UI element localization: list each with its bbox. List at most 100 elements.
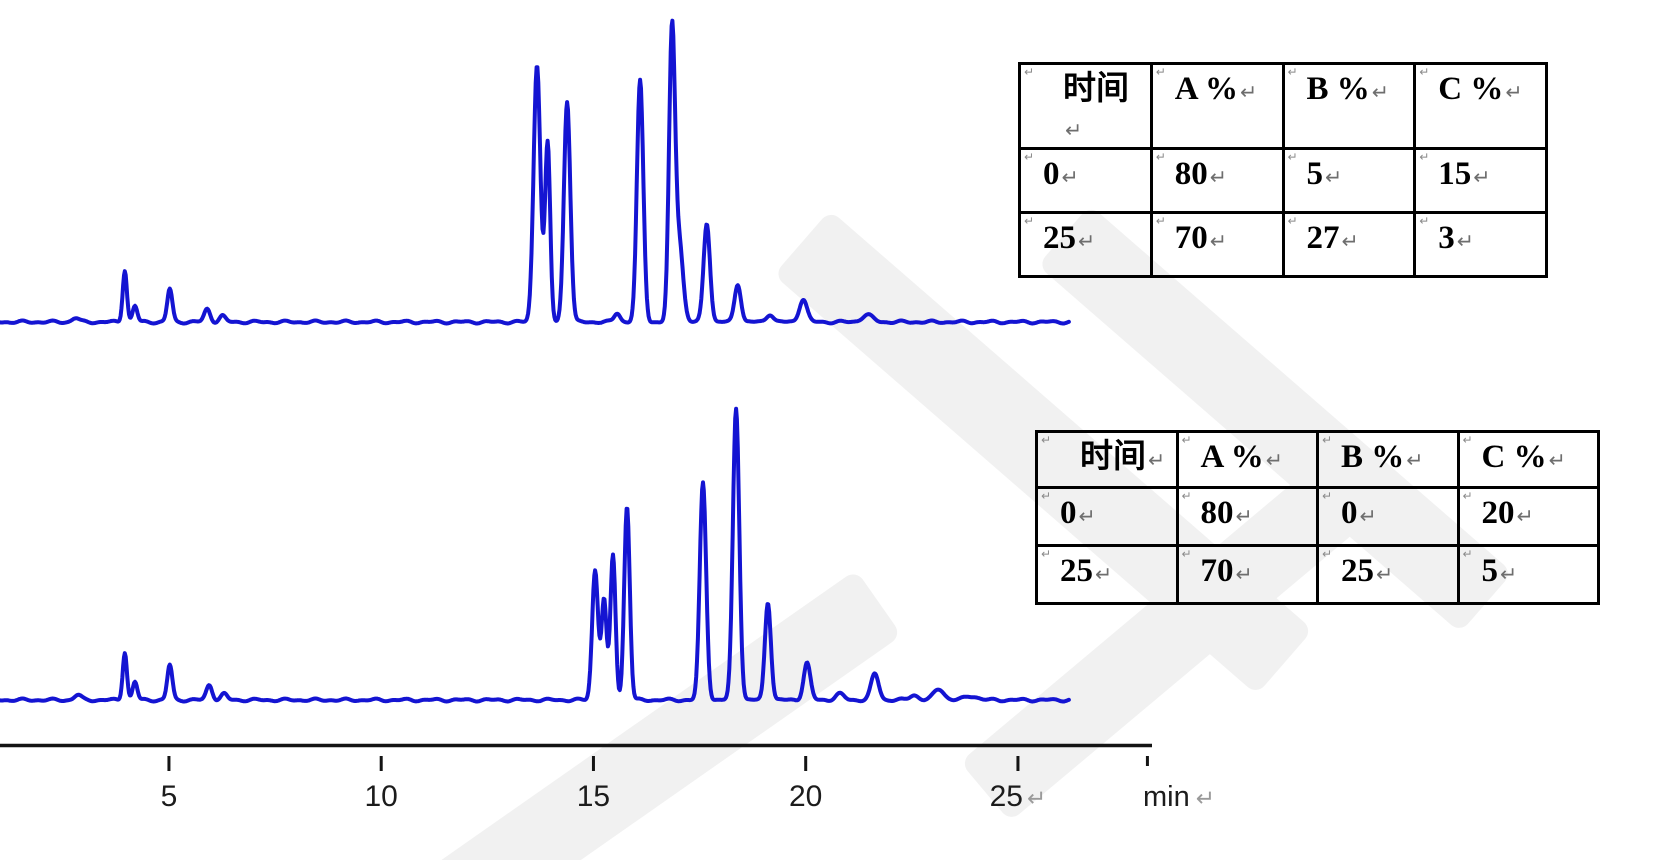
table-header-cell: ↵ 时间 ↵ — [1018, 62, 1153, 150]
return-mark: ↵ — [1078, 504, 1096, 528]
x-axis-tick-label: 25 ↵ — [990, 780, 1047, 813]
table-header-cell: ↵ A %↵ — [1175, 430, 1319, 489]
x-axis-unit-text: min — [1143, 781, 1190, 813]
table-cell: ↵ 5↵ — [1456, 544, 1600, 605]
return-mark: ↵ — [1078, 228, 1096, 253]
gradient-table-bottom: ↵ 时间↵ ↵ A %↵ ↵ B %↵ ↵ C %↵ ↵ 0↵ ↵ 80↵ ↵ 0↵ ↵ 20↵ ↵ 25↵ ↵ 70… — [1035, 430, 1600, 605]
return-mark: ↵ — [1196, 785, 1215, 811]
cell-text: C % — [1438, 71, 1504, 107]
cell-corner-mark: ↵ — [1419, 65, 1430, 79]
cell-text: 70 — [1174, 219, 1208, 256]
cell-text: 0 — [1060, 495, 1077, 531]
return-mark: ↵ — [1209, 228, 1227, 253]
return-mark: ↵ — [1371, 80, 1389, 104]
table-header-cell: ↵ C %↵ — [1413, 62, 1548, 150]
cell-text: 5 — [1306, 155, 1324, 192]
cell-corner-mark: ↵ — [1419, 213, 1430, 228]
cell-corner-mark: ↵ — [1419, 149, 1430, 164]
table-row: ↵ 25↵ ↵ 70↵ ↵ 27↵ ↵ 3↵ — [1018, 210, 1548, 278]
cell-corner-mark: ↵ — [1155, 149, 1166, 164]
x-axis-unit-label: min ↵ — [1143, 781, 1215, 813]
table-header-row: ↵ 时间↵ ↵ A %↵ ↵ B %↵ ↵ C %↵ — [1035, 430, 1600, 489]
return-mark: ↵ — [1265, 448, 1283, 472]
cell-corner-mark: ↵ — [1322, 489, 1333, 503]
return-mark: ↵ — [1341, 228, 1359, 253]
return-mark: ↵ — [1376, 562, 1394, 586]
cell-corner-mark: ↵ — [1287, 213, 1298, 228]
cell-text: 0 — [1341, 495, 1358, 531]
cell-corner-mark: ↵ — [1181, 433, 1192, 447]
chromatogram-top-trace — [0, 18, 1071, 326]
cell-text: C % — [1481, 439, 1547, 475]
return-mark: ↵ — [1235, 504, 1253, 528]
table-header-cell: ↵ B %↵ — [1281, 62, 1417, 150]
return-mark: ↵ — [1240, 80, 1258, 104]
table-header-cell: ↵ A %↵ — [1149, 62, 1285, 150]
cell-corner-mark: ↵ — [1024, 213, 1035, 228]
cell-text: 70 — [1200, 553, 1234, 589]
cell-text: 3 — [1438, 219, 1455, 256]
table-header-cell: ↵ B %↵ — [1316, 430, 1460, 489]
table-cell: ↵ 27↵ — [1281, 210, 1417, 278]
return-mark: ↵ — [1061, 164, 1079, 189]
table-cell: ↵ 0↵ — [1035, 486, 1179, 547]
cell-corner-mark: ↵ — [1322, 433, 1333, 447]
table-row: ↵ 0↵ ↵ 80↵ ↵ 0↵ ↵ 20↵ — [1035, 486, 1600, 547]
cell-corner-mark: ↵ — [1041, 547, 1052, 561]
cell-text: 25 — [1060, 553, 1093, 589]
return-mark: ↵ — [1516, 504, 1534, 528]
cell-text: 0 — [1043, 155, 1060, 192]
cell-corner-mark: ↵ — [1462, 547, 1473, 561]
traces-group — [0, 18, 1071, 704]
table-cell: ↵ 0↵ — [1018, 146, 1153, 214]
cell-text: A % — [1174, 71, 1239, 107]
cell-text: 25 — [1341, 553, 1374, 589]
cell-corner-mark: ↵ — [1024, 65, 1035, 79]
table-cell: ↵ 20↵ — [1456, 486, 1600, 547]
table-cell: ↵ 0↵ — [1316, 486, 1460, 547]
cell-corner-mark: ↵ — [1155, 65, 1166, 79]
cell-corner-mark: ↵ — [1287, 65, 1298, 79]
x-axis-tick-label: 10 — [365, 780, 398, 813]
cell-text: B % — [1341, 439, 1405, 475]
table-row: ↵ 25↵ ↵ 70↵ ↵ 25↵ ↵ 5↵ — [1035, 544, 1600, 605]
x-axis-tick-label: 5 — [161, 780, 178, 813]
cell-text: A % — [1200, 439, 1264, 475]
table-header-row: ↵ 时间↵ ↵ A %↵ ↵ B %↵ ↵ C %↵ — [1018, 62, 1548, 150]
cell-corner-mark: ↵ — [1024, 149, 1035, 164]
table-header-cell: ↵ C %↵ — [1456, 430, 1600, 489]
table-cell: ↵ 70↵ — [1149, 210, 1285, 278]
cell-corner-mark: ↵ — [1155, 213, 1166, 228]
return-mark: ↵ — [1209, 164, 1227, 189]
return-mark: ↵ — [1406, 448, 1424, 472]
return-mark: ↵ — [1548, 448, 1566, 472]
cell-text: 80 — [1200, 495, 1234, 531]
return-mark: ↵ — [1473, 164, 1491, 189]
return-mark: ↵ — [1505, 80, 1523, 104]
table-cell: ↵ 15↵ — [1413, 146, 1548, 214]
return-mark: ↵ — [1359, 504, 1377, 528]
table-cell: ↵ 70↵ — [1175, 544, 1319, 605]
return-mark: ↵ — [1325, 164, 1343, 189]
cell-corner-mark: ↵ — [1181, 547, 1192, 561]
cell-corner-mark: ↵ — [1041, 433, 1052, 447]
cell-text: 25 — [1043, 219, 1076, 256]
table-cell: ↵ 25↵ — [1035, 544, 1179, 605]
cell-corner-mark: ↵ — [1287, 149, 1298, 164]
cell-text: 27 — [1306, 219, 1340, 256]
return-mark: ↵ — [1456, 228, 1474, 253]
x-axis-ticks: 5 10 15 20 25 ↵ — [161, 756, 1149, 813]
return-mark: ↵ — [1500, 562, 1518, 586]
x-axis-tick-label: 20 — [789, 780, 822, 813]
cell-text: 80 — [1174, 155, 1208, 192]
cell-corner-mark: ↵ — [1322, 547, 1333, 561]
table-cell: ↵ 25↵ — [1316, 544, 1460, 605]
table-cell: ↵ 80↵ — [1175, 486, 1319, 547]
cell-text: 20 — [1481, 495, 1515, 531]
cell-corner-mark: ↵ — [1462, 489, 1473, 503]
cell-text: B % — [1306, 71, 1370, 107]
return-mark: ↵ — [1095, 562, 1113, 586]
cell-text: 5 — [1481, 553, 1499, 589]
